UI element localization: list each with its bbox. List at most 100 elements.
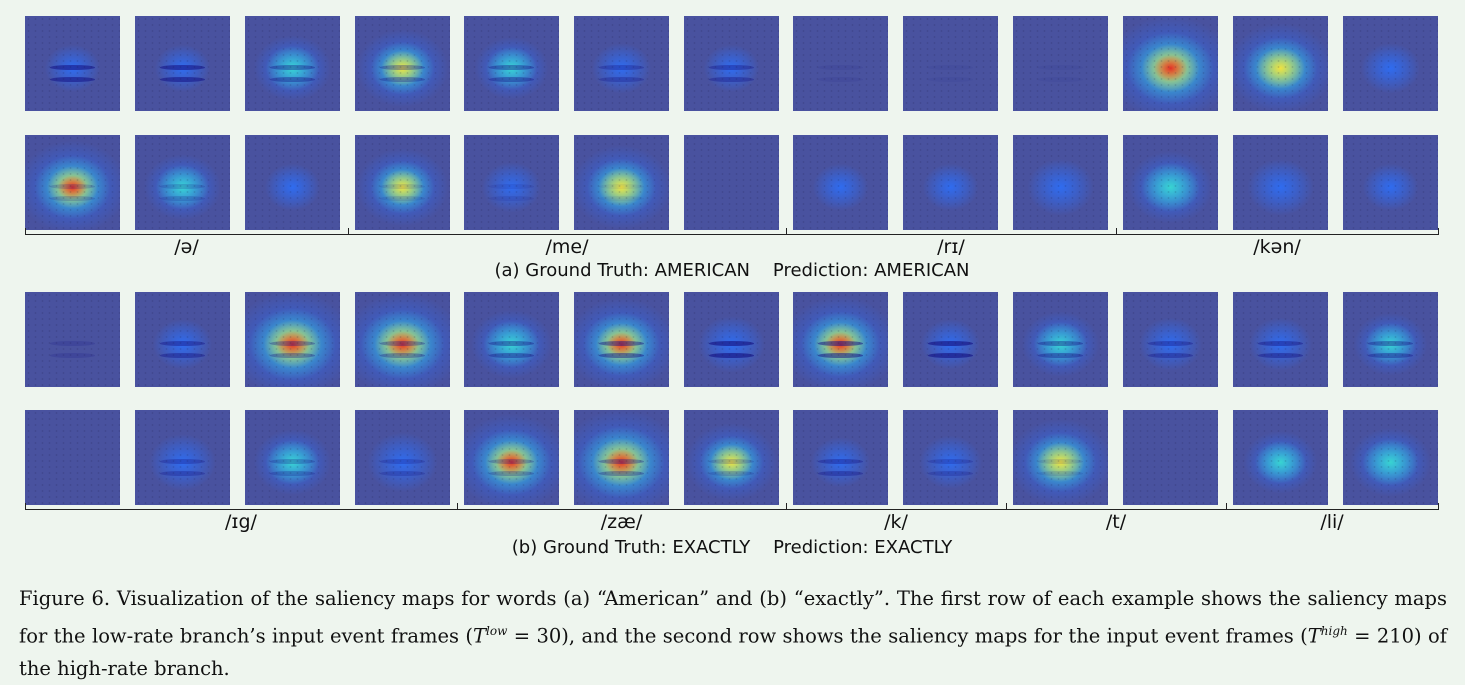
- saliency-tile-b-row1-col9: [903, 292, 998, 387]
- saliency-tile-a-row2-col7: [684, 135, 779, 230]
- event-dots: [464, 292, 559, 387]
- t-high-value: = 210) of the high-rate branch.: [19, 624, 1447, 680]
- heatmap-overlay: [903, 292, 998, 387]
- lip-trace-upper: [49, 184, 96, 190]
- segment-tick: [25, 228, 26, 235]
- event-dots: [1343, 16, 1438, 111]
- caption-text-1: Visualization of the saliency maps for w…: [19, 587, 1447, 648]
- heatmap-overlay: [684, 292, 779, 387]
- saliency-tile-a-row2-col6: [574, 135, 669, 230]
- t-low-superscript: low: [486, 624, 508, 638]
- lip-trace-upper: [159, 459, 206, 465]
- saliency-tile-a-row1-col4: [355, 16, 450, 111]
- saliency-tile-b-row2-col9: [903, 410, 998, 505]
- lip-trace-lower: [159, 76, 206, 82]
- event-dots: [1233, 16, 1328, 111]
- lip-trace-lower: [1257, 352, 1304, 358]
- lip-trace-lower: [817, 470, 864, 476]
- saliency-tile-b-row1-col7: [684, 292, 779, 387]
- saliency-tile-a-row2-col4: [355, 135, 450, 230]
- event-dots: [1343, 135, 1438, 230]
- heatmap-overlay: [574, 410, 669, 505]
- lip-trace-lower: [598, 195, 645, 201]
- heatmap-overlay: [1123, 292, 1218, 387]
- heatmap-overlay: [245, 292, 340, 387]
- lip-trace-lower: [379, 76, 426, 82]
- lip-trace-lower: [159, 470, 206, 476]
- saliency-tile-a-row1-col10: [1013, 16, 1108, 111]
- heatmap-overlay: [355, 16, 450, 111]
- heatmap-overlay: [135, 16, 230, 111]
- event-dots: [1123, 292, 1218, 387]
- heatmap-overlay: [1123, 16, 1218, 111]
- heatmap-overlay: [1343, 135, 1438, 230]
- lip-trace-upper: [379, 341, 426, 347]
- phoneme-label-a-2: /me/: [545, 236, 589, 258]
- saliency-tile-a-row1-col5: [464, 16, 559, 111]
- lip-trace-lower: [379, 470, 426, 476]
- saliency-tile-a-row1-col6: [574, 16, 669, 111]
- heatmap-overlay: [574, 135, 669, 230]
- heatmap-overlay: [464, 410, 559, 505]
- saliency-tile-a-row1-col1: [25, 16, 120, 111]
- event-dots: [245, 135, 340, 230]
- lip-trace-lower: [927, 470, 974, 476]
- heatmap-overlay: [574, 16, 669, 111]
- saliency-tile-b-row1-col1: [25, 292, 120, 387]
- lip-trace-upper: [708, 341, 755, 347]
- lip-trace-lower: [488, 352, 535, 358]
- saliency-tile-a-row2-col1: [25, 135, 120, 230]
- subfigure-caption-a: (a) Ground Truth: AMERICAN Prediction: A…: [494, 260, 970, 281]
- phoneme-label-b-2: /zæ/: [600, 511, 643, 533]
- saliency-tile-a-row2-col12: [1233, 135, 1328, 230]
- saliency-tile-b-row1-col13: [1343, 292, 1438, 387]
- event-dots: [793, 410, 888, 505]
- lip-trace-lower: [488, 76, 535, 82]
- lip-trace-upper: [1257, 341, 1304, 347]
- heatmap-overlay: [793, 410, 888, 505]
- saliency-tile-a-row2-col2: [135, 135, 230, 230]
- event-dots: [25, 135, 120, 230]
- lip-trace-upper: [708, 65, 755, 71]
- saliency-tile-a-row2-col3: [245, 135, 340, 230]
- heatmap-overlay: [903, 410, 998, 505]
- saliency-tile-b-row2-col11: [1123, 410, 1218, 505]
- event-dots: [574, 135, 669, 230]
- saliency-tile-b-row1-col11: [1123, 292, 1218, 387]
- saliency-tile-b-row1-col8: [793, 292, 888, 387]
- segment-tick: [25, 503, 26, 510]
- phoneme-label-a-1: /ə/: [174, 236, 199, 258]
- phoneme-label-b-3: /k/: [884, 511, 908, 533]
- event-dots: [1013, 135, 1108, 230]
- heatmap-overlay: [1233, 410, 1328, 505]
- lip-trace-lower: [817, 76, 864, 82]
- event-dots: [25, 410, 120, 505]
- heatmap-overlay: [793, 135, 888, 230]
- lip-trace-lower: [49, 352, 96, 358]
- saliency-tile-b-row2-col13: [1343, 410, 1438, 505]
- figure-caption: Figure 6. Visualization of the saliency …: [19, 583, 1447, 685]
- lip-trace-lower: [598, 352, 645, 358]
- lip-trace-upper: [49, 341, 96, 347]
- heatmap-overlay: [1233, 292, 1328, 387]
- lip-trace-upper: [817, 65, 864, 71]
- saliency-tile-b-row2-col3: [245, 410, 340, 505]
- lip-trace-upper: [1037, 341, 1084, 347]
- event-dots: [793, 292, 888, 387]
- lip-trace-upper: [598, 459, 645, 465]
- lip-trace-upper: [598, 341, 645, 347]
- phoneme-label-b-4: /t/: [1105, 511, 1127, 533]
- lip-trace-lower: [927, 76, 974, 82]
- event-dots: [684, 292, 779, 387]
- event-dots: [574, 16, 669, 111]
- event-dots: [1123, 135, 1218, 230]
- event-dots: [793, 135, 888, 230]
- lip-trace-lower: [488, 195, 535, 201]
- event-dots: [1013, 292, 1108, 387]
- lip-trace-upper: [1147, 341, 1194, 347]
- event-dots: [464, 16, 559, 111]
- lip-trace-upper: [817, 341, 864, 347]
- saliency-tile-a-row1-col9: [903, 16, 998, 111]
- event-dots: [355, 135, 450, 230]
- event-dots: [135, 16, 230, 111]
